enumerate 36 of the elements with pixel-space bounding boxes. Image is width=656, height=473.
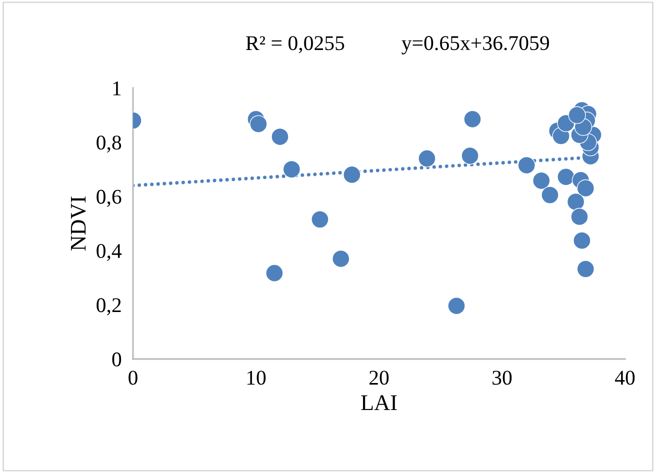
point: [418, 150, 436, 168]
y-axis-title: NDVI: [71, 196, 86, 251]
point: [250, 115, 268, 133]
y-tick-label: 0,4: [96, 244, 122, 262]
point: [518, 156, 536, 174]
x-tick-label: 40: [614, 370, 635, 385]
y-tick-label: 0,8: [96, 136, 122, 153]
point: [464, 110, 482, 128]
point: [311, 210, 329, 228]
point: [573, 232, 591, 250]
point: [448, 297, 466, 315]
x-axis-title: LAI: [361, 395, 397, 410]
point: [332, 250, 350, 268]
point: [282, 160, 301, 178]
point: [557, 168, 575, 186]
x-tick-label: 30: [492, 370, 512, 385]
point: [461, 146, 479, 165]
point: [266, 264, 284, 282]
x-tick-label: 10: [247, 370, 266, 385]
point: [532, 172, 550, 190]
x-tick-label: 20: [370, 370, 389, 385]
point: [271, 128, 289, 146]
point: [576, 179, 594, 198]
text: y=0.65x+36.7059: [402, 36, 549, 54]
y-tick-label: 0,6: [96, 190, 122, 207]
text: R² = 0,0255: [246, 36, 344, 54]
y-tick-label: 0: [112, 352, 122, 366]
point: [541, 186, 559, 204]
point: [568, 106, 586, 124]
x-tick-label: 0: [128, 370, 138, 385]
point: [570, 208, 588, 226]
point: [343, 166, 361, 184]
y-tick-label: 0,2: [96, 298, 121, 316]
point: [576, 260, 594, 278]
point: [566, 192, 585, 211]
y-tick-label: 1: [113, 81, 121, 96]
